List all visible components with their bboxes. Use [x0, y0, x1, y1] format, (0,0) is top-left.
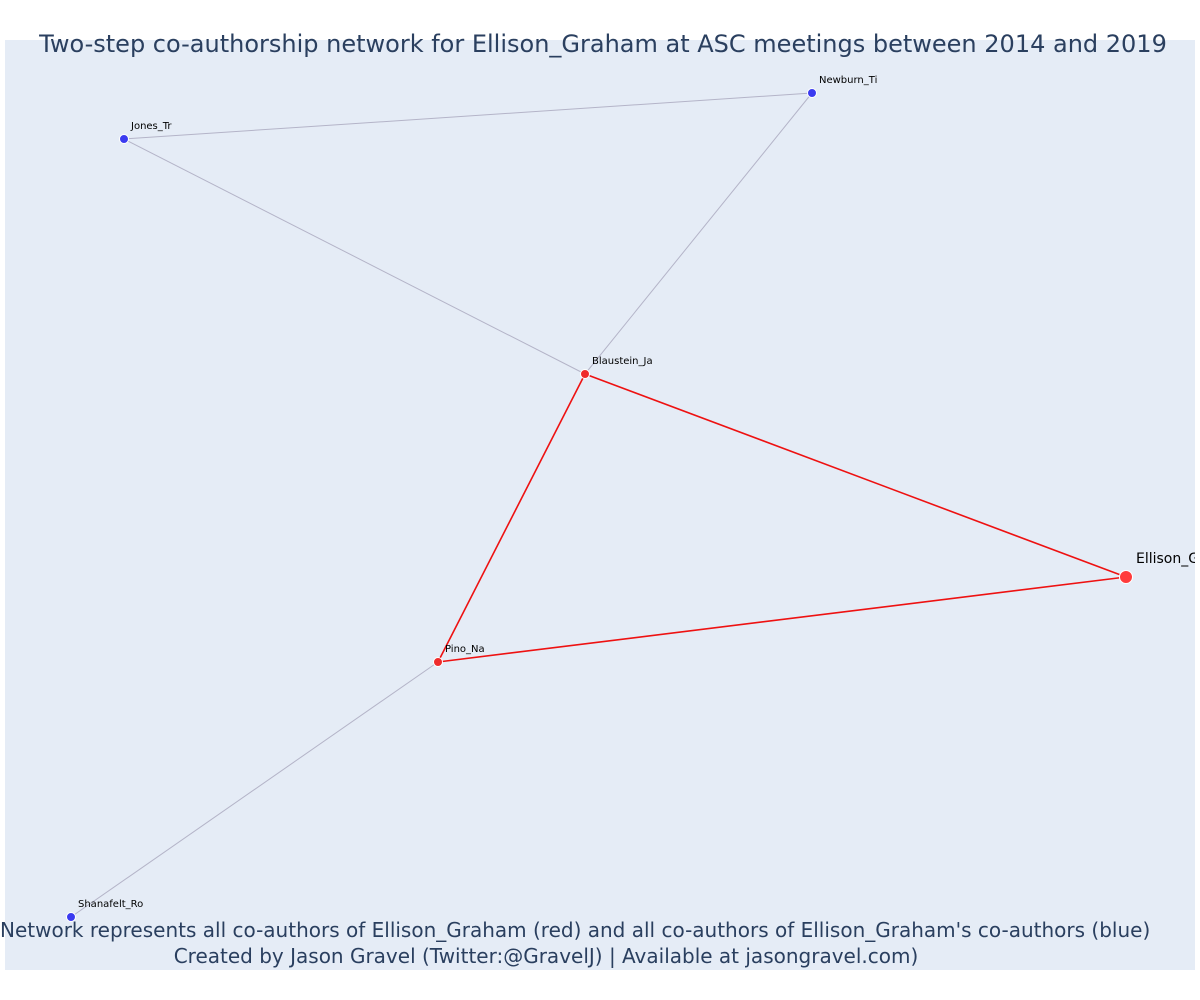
nodes-layer — [66, 88, 1133, 922]
edge-jones_tr-newburn_ti — [123, 92, 813, 140]
node-pino_na[interactable] — [433, 657, 443, 667]
node-label-jones_tr: Jones_Tr — [130, 121, 172, 132]
node-label-ellison_graham: Ellison_G — [1136, 551, 1199, 567]
caption-credit: Created by Jason Gravel (Twitter:@Gravel… — [173, 944, 919, 968]
edge-blaustein_ja-jones_tr — [123, 138, 586, 375]
node-shanafelt_ro[interactable] — [66, 912, 76, 922]
edge-blaustein_ja-pino_na — [437, 373, 586, 663]
node-ellison_graham[interactable] — [1119, 570, 1133, 584]
edge-pino_na-shanafelt_ro — [70, 661, 439, 918]
edge-blaustein_ja-newburn_ti — [584, 92, 813, 375]
node-label-blaustein_ja: Blaustein_Ja — [592, 356, 653, 367]
chart-title: Two-step co-authorship network for Ellis… — [39, 30, 1167, 58]
node-blaustein_ja[interactable] — [580, 369, 590, 379]
node-label-shanafelt_ro: Shanafelt_Ro — [78, 899, 143, 910]
plot-area — [5, 40, 1195, 970]
node-jones_tr[interactable] — [119, 134, 129, 144]
edges-layer — [70, 92, 1127, 918]
node-newburn_ti[interactable] — [807, 88, 817, 98]
edge-ellison_graham-pino_na — [437, 576, 1127, 663]
node-label-pino_na: Pino_Na — [445, 644, 485, 655]
edge-ellison_graham-blaustein_ja — [584, 373, 1127, 578]
caption-description: Network represents all co-authors of Ell… — [0, 918, 1151, 942]
labels-layer: Ellison_G Blaustein_Ja Pino_Na Newburn_Ti Jo… — [78, 75, 1199, 910]
node-label-newburn_ti: Newburn_Ti — [819, 75, 877, 86]
